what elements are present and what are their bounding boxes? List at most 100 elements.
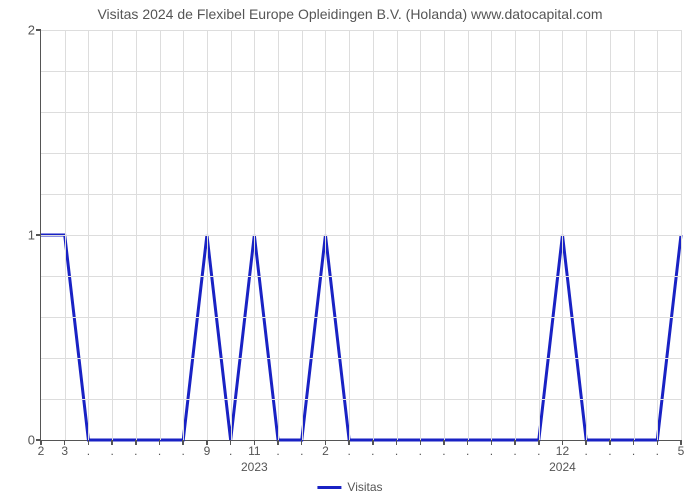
x-year-label: 2024 (549, 460, 576, 474)
grid-line-v (136, 30, 137, 440)
grid-line-v (160, 30, 161, 440)
grid-line-v (254, 30, 255, 440)
x-tick-mark (491, 440, 493, 445)
chart-title: Visitas 2024 de Flexibel Europe Opleidin… (0, 0, 700, 22)
grid-line-v (349, 30, 350, 440)
x-tick-label: . (490, 444, 493, 458)
x-tick-label: . (442, 444, 445, 458)
x-tick-label: 5 (678, 444, 685, 458)
grid-line-v (586, 30, 587, 440)
x-tick-label: . (300, 444, 303, 458)
x-tick-label: . (276, 444, 279, 458)
x-tick-mark (609, 440, 611, 445)
x-tick-mark (443, 440, 445, 445)
legend-swatch (317, 486, 341, 489)
x-tick-mark (159, 440, 161, 445)
x-tick-label: 2 (38, 444, 45, 458)
grid-line-v (373, 30, 374, 440)
x-tick-label: 3 (61, 444, 68, 458)
x-tick-label: . (134, 444, 137, 458)
x-tick-mark (325, 440, 327, 445)
grid-line-h (41, 235, 681, 236)
x-tick-label: . (110, 444, 113, 458)
plot-area: 01223.....9.11..2.........12....52023202… (40, 30, 681, 441)
grid-line-v (231, 30, 232, 440)
grid-line-v (88, 30, 89, 440)
grid-line-v (515, 30, 516, 440)
grid-line-v (610, 30, 611, 440)
x-tick-label: . (537, 444, 540, 458)
x-tick-mark (88, 440, 90, 445)
x-tick-mark (585, 440, 587, 445)
grid-line-v (444, 30, 445, 440)
grid-line-v (397, 30, 398, 440)
legend: Visitas (317, 480, 382, 494)
grid-line-h-minor (41, 112, 681, 113)
x-tick-mark (633, 440, 635, 445)
x-tick-label: . (585, 444, 588, 458)
x-tick-mark (420, 440, 422, 445)
x-tick-label: 11 (248, 444, 260, 458)
grid-line-v (491, 30, 492, 440)
grid-line-v (325, 30, 326, 440)
grid-line-v (183, 30, 184, 440)
grid-line-h-minor (41, 153, 681, 154)
grid-line-h-minor (41, 276, 681, 277)
x-tick-mark (182, 440, 184, 445)
x-tick-label: 12 (556, 444, 569, 458)
grid-line-v (65, 30, 66, 440)
x-tick-label: . (632, 444, 635, 458)
x-tick-mark (538, 440, 540, 445)
y-tick-label: 1 (28, 228, 35, 243)
x-tick-mark (467, 440, 469, 445)
grid-line-v (278, 30, 279, 440)
x-tick-label: . (371, 444, 374, 458)
grid-line-h-minor (41, 71, 681, 72)
x-tick-label: . (182, 444, 185, 458)
grid-line-h (41, 30, 681, 31)
x-tick-mark (680, 440, 682, 445)
x-tick-label: . (158, 444, 161, 458)
x-tick-label: . (395, 444, 398, 458)
x-tick-mark (135, 440, 137, 445)
x-tick-label: 2 (322, 444, 329, 458)
x-tick-mark (348, 440, 350, 445)
y-tick-mark (36, 29, 41, 31)
grid-line-v (468, 30, 469, 440)
x-tick-mark (396, 440, 398, 445)
x-tick-mark (206, 440, 208, 445)
x-tick-label: . (466, 444, 469, 458)
x-tick-mark (301, 440, 303, 445)
grid-line-h-minor (41, 399, 681, 400)
x-tick-label: . (87, 444, 90, 458)
x-tick-label: . (656, 444, 659, 458)
grid-line-h-minor (41, 194, 681, 195)
grid-line-v (302, 30, 303, 440)
x-tick-label: . (347, 444, 350, 458)
x-tick-mark (562, 440, 564, 445)
grid-line-v (562, 30, 563, 440)
grid-line-v (539, 30, 540, 440)
x-tick-label: . (229, 444, 232, 458)
grid-line-v (420, 30, 421, 440)
y-tick-mark (36, 234, 41, 236)
x-tick-label: . (513, 444, 516, 458)
x-tick-mark (230, 440, 232, 445)
x-tick-mark (40, 440, 42, 445)
x-tick-mark (277, 440, 279, 445)
x-tick-mark (254, 440, 256, 445)
x-tick-mark (657, 440, 659, 445)
x-tick-label: . (419, 444, 422, 458)
x-year-label: 2023 (241, 460, 268, 474)
x-tick-mark (64, 440, 66, 445)
grid-line-v (681, 30, 682, 440)
visitas-line (41, 235, 681, 440)
x-tick-mark (514, 440, 516, 445)
grid-line-h-minor (41, 317, 681, 318)
legend-label: Visitas (347, 480, 382, 494)
x-tick-label: . (608, 444, 611, 458)
y-tick-label: 0 (28, 433, 35, 448)
x-tick-label: 9 (204, 444, 211, 458)
grid-line-h-minor (41, 358, 681, 359)
grid-line-v (112, 30, 113, 440)
